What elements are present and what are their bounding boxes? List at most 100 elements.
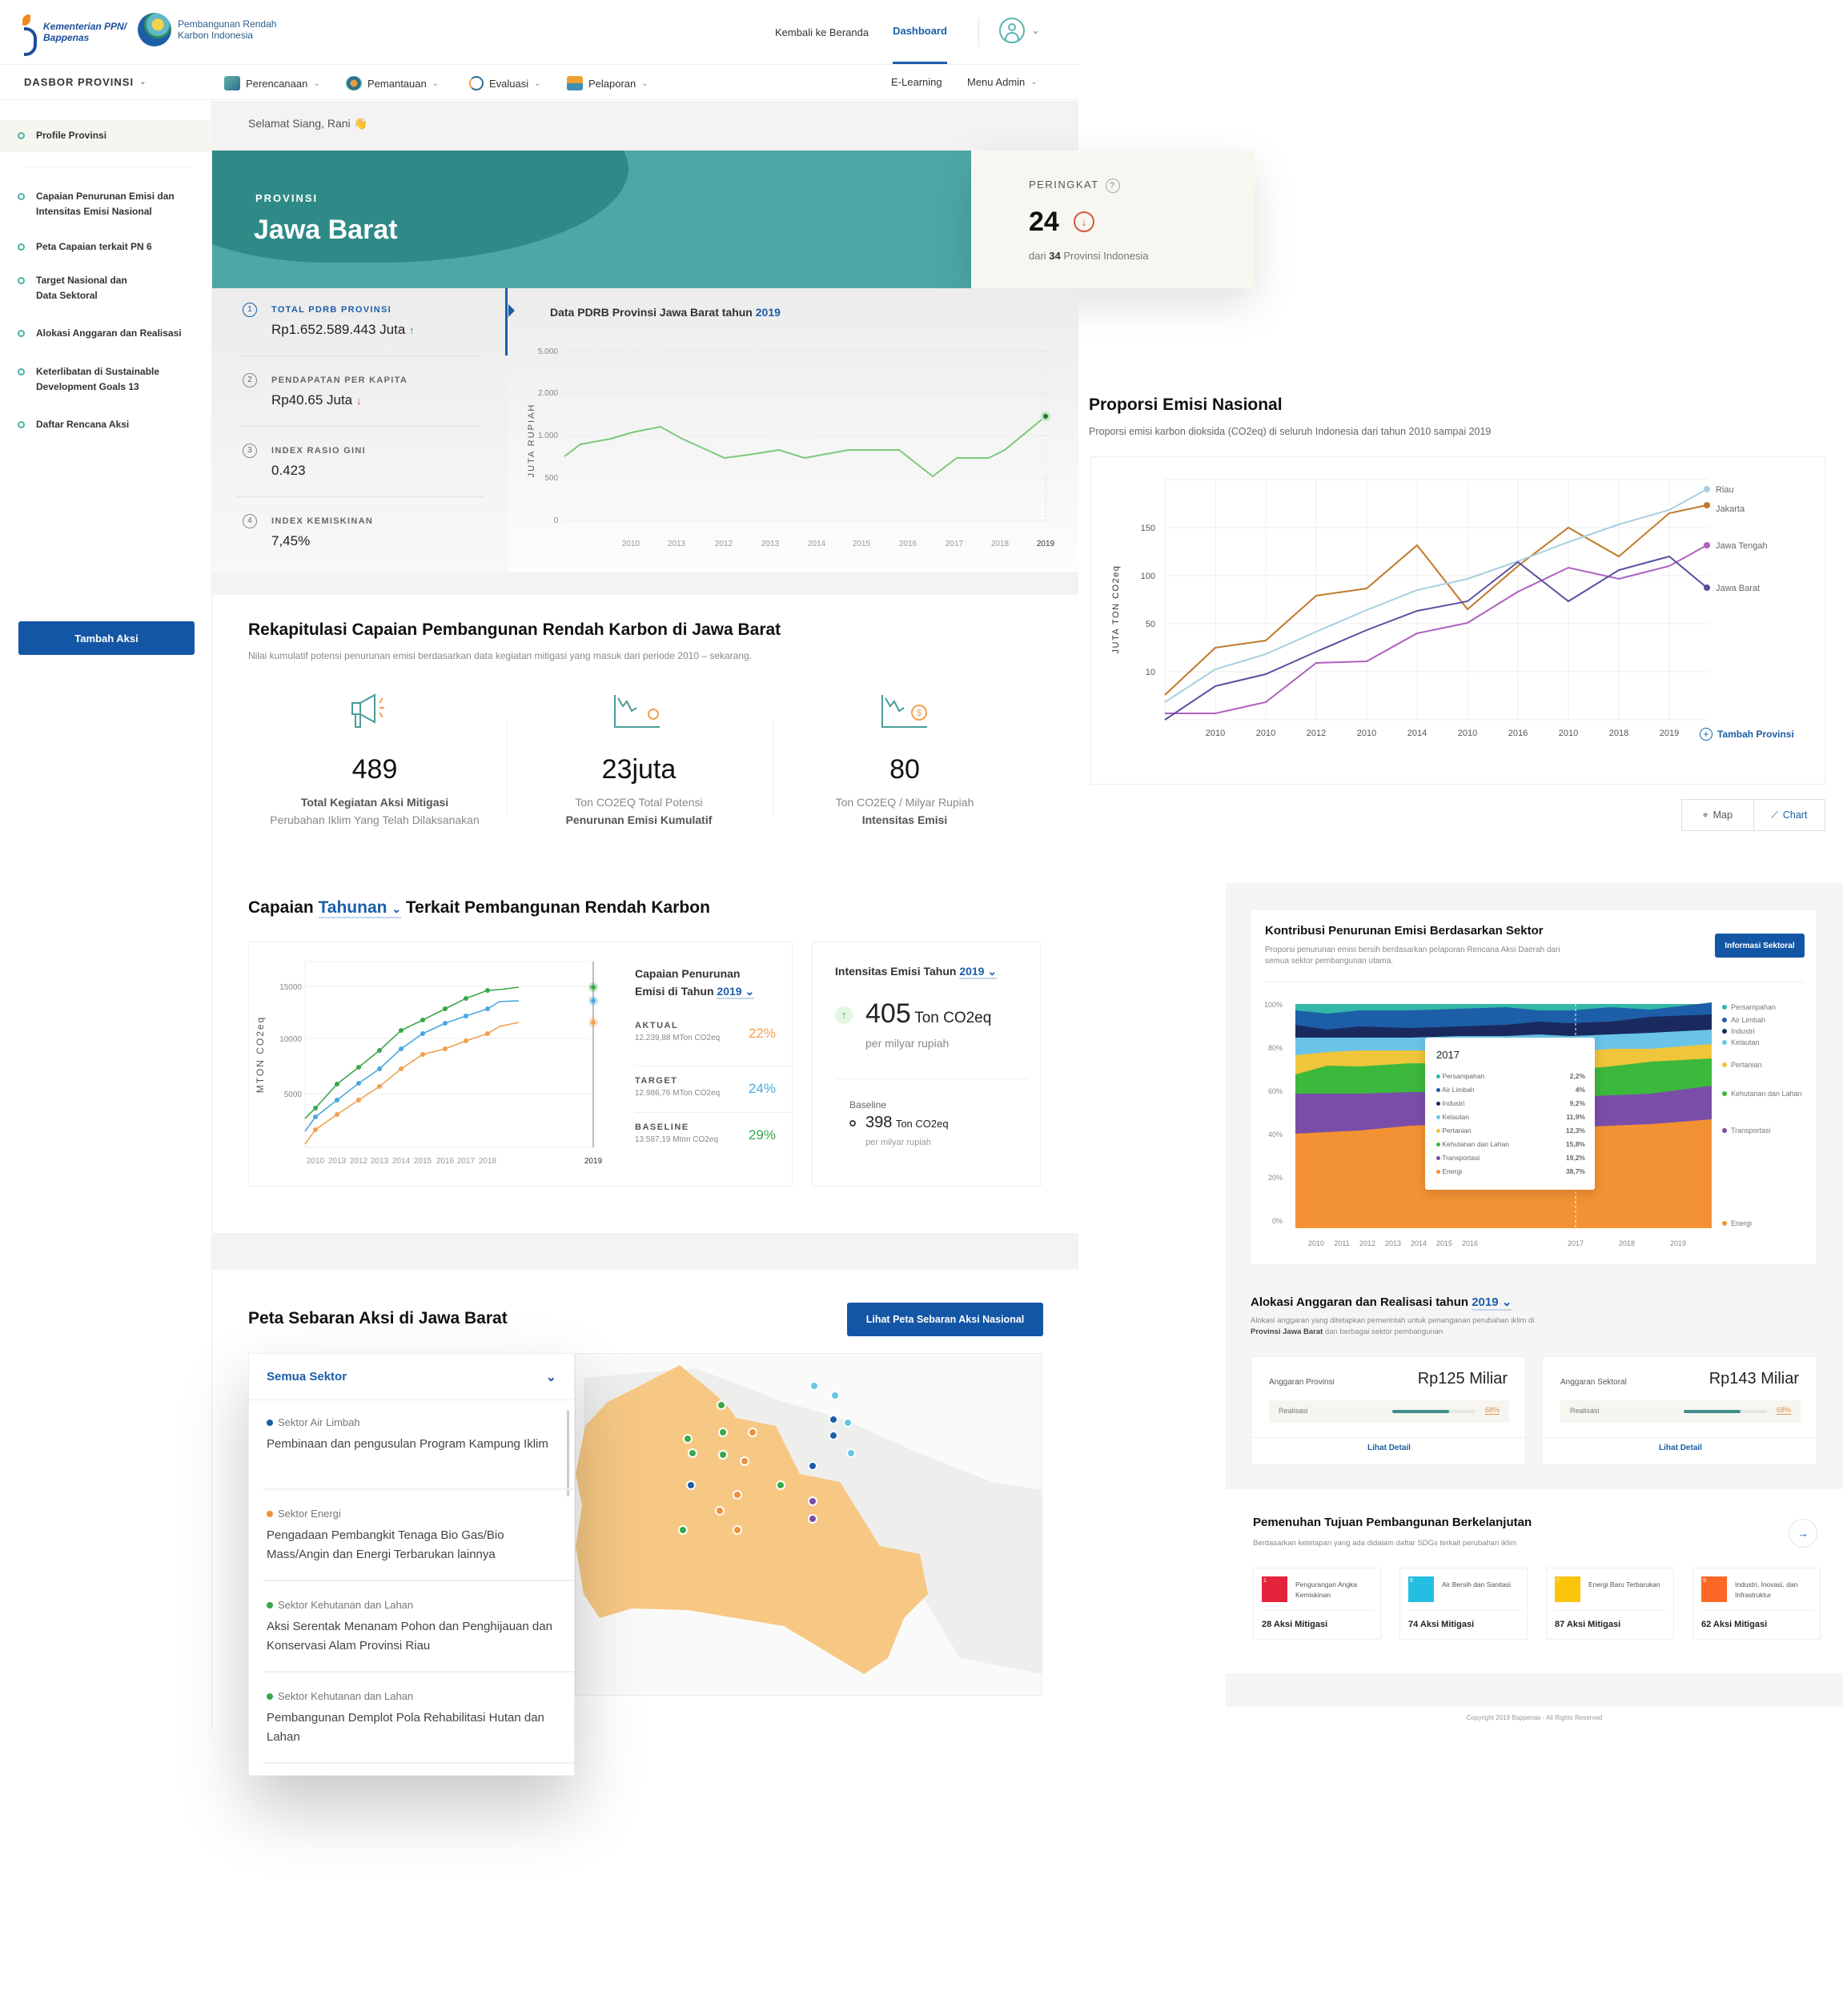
main-nav: DASBOR PROVINSI ⌄ Perencanaan ⌄ Pemantauan…: [0, 64, 1078, 100]
svg-text:Transportasi: Transportasi: [1731, 1126, 1771, 1135]
year-dropdown[interactable]: 2019 ⌄: [717, 985, 755, 999]
svg-text:Energi: Energi: [1731, 1219, 1752, 1227]
svg-text:2.000: 2.000: [538, 389, 558, 398]
nav-pelaporan[interactable]: Pelaporan ⌄: [567, 76, 648, 90]
arrow-right-icon: →: [1797, 1527, 1809, 1540]
list-item[interactable]: Sektor Energi Pengadaan Pembangkit Tenag…: [267, 1508, 504, 1561]
prk-logo[interactable]: Pembangunan Rendah Karbon Indonesia: [138, 13, 282, 46]
svg-text:JUTA RUPIAH: JUTA RUPIAH: [527, 404, 536, 478]
nav-elearning[interactable]: E-Learning: [891, 76, 942, 88]
dasbor-provinsi-menu[interactable]: DASBOR PROVINSI ⌄: [24, 76, 147, 88]
user-menu-chevron-icon[interactable]: ⌄: [1031, 24, 1040, 36]
sidebar-item-profile-provinsi[interactable]: Profile Provinsi: [0, 120, 212, 152]
arrow-down-icon: ↓: [1074, 211, 1094, 232]
anggaran-provinsi-card: Anggaran Provinsi Rp125 Miliar Realisasi…: [1251, 1356, 1527, 1465]
bappenas-logo[interactable]: Kementerian PPN/ Bappenas: [21, 14, 131, 56]
map-view-button[interactable]: ⌖ Map: [1702, 809, 1733, 821]
user-circle-icon[interactable]: [999, 18, 1025, 43]
informasi-sektoral-button[interactable]: Informasi Sektoral: [1715, 934, 1805, 958]
svg-text:40%: 40%: [1268, 1130, 1283, 1139]
realisasi-bar: Realisasi 68%: [1560, 1400, 1801, 1423]
svg-text:2016: 2016: [899, 540, 917, 548]
svg-text:2017: 2017: [457, 1157, 476, 1166]
sdg-card[interactable]: 9 Industri, Inovasi, dan Infrastruktur 6…: [1692, 1568, 1821, 1640]
alokasi-title: Alokasi Anggaran dan Realisasi tahun 201…: [1251, 1295, 1512, 1311]
svg-text:Kehutanan dan Lahan: Kehutanan dan Lahan: [1731, 1090, 1802, 1098]
sidebar-item-capaian[interactable]: Capaian Penurunan Emisi dan Intensitas E…: [18, 189, 194, 219]
province-name: Jawa Barat: [254, 215, 398, 245]
svg-text:$: $: [917, 709, 922, 718]
circle-bullet-icon: [18, 132, 25, 139]
svg-text:2010: 2010: [1357, 729, 1376, 738]
sector-filter-dropdown[interactable]: Semua Sektor ⌄: [249, 1354, 574, 1400]
back-home-link[interactable]: Kembali ke Beranda: [775, 26, 869, 38]
chart-view-button[interactable]: ⟋ Chart: [1753, 800, 1825, 830]
svg-text:Jawa Tengah: Jawa Tengah: [1716, 541, 1768, 551]
arrow-right-button[interactable]: →: [1789, 1519, 1817, 1548]
sdg-card[interactable]: 6 Air Bersih dan Sanitasi 74 Aksi Mitiga…: [1399, 1568, 1528, 1640]
sdg-title: Pemenuhan Tujuan Pembangunan Berkelanjut…: [1253, 1516, 1532, 1529]
alokasi-subtitle: Alokasi anggaran yang ditetapkan pemerin…: [1251, 1316, 1535, 1336]
svg-text:2019: 2019: [1037, 540, 1055, 548]
sidebar-item-target-nasional[interactable]: Target Nasional dan Data Sektoral: [18, 273, 138, 303]
peta-title: Peta Sebaran Aksi di Jawa Barat: [248, 1309, 508, 1327]
list-item[interactable]: Sektor Air Limbah Pembinaan dan pengusul…: [267, 1416, 548, 1451]
proporsi-subtitle: Proporsi emisi karbon dioksida (CO2eq) d…: [1089, 426, 1492, 437]
province-stats: 1 TOTAL PDRB PROVINSI Rp1.652.589.443 Jut…: [212, 288, 508, 572]
nav-evaluasi[interactable]: Evaluasi ⌄: [469, 76, 541, 90]
svg-text:10000: 10000: [279, 1035, 302, 1044]
svg-text:2012: 2012: [715, 540, 733, 548]
lihat-detail-link[interactable]: Lihat Detail: [1367, 1444, 1411, 1452]
svg-text:150: 150: [1141, 524, 1155, 533]
dashboard-link[interactable]: Dashboard: [893, 0, 947, 64]
sdg-card[interactable]: 7 Energi Baru Terbarukan 87 Aksi Mitigas…: [1546, 1568, 1674, 1640]
period-dropdown[interactable]: Tahunan ⌄: [318, 898, 402, 918]
tambah-provinsi-button[interactable]: + Tambah Provinsi: [1700, 728, 1794, 741]
sidebar-item-sdg[interactable]: Keterlibatan di Sustainable Development …: [18, 364, 178, 395]
svg-text:15000: 15000: [279, 983, 302, 992]
circle-bullet-icon: [18, 243, 25, 251]
sdg-7-icon: 7: [1555, 1576, 1580, 1602]
intensity-year-dropdown[interactable]: 2019 ⌄: [959, 965, 998, 979]
help-icon[interactable]: ?: [1105, 179, 1120, 193]
footer-copyright: Copyright 2019 Bappenas - All Rights Res…: [1226, 1707, 1843, 1729]
svg-text:2014: 2014: [1407, 729, 1427, 738]
plus-icon: +: [1700, 728, 1713, 741]
top-header: Kementerian PPN/ Bappenas Pembangunan Re…: [0, 0, 1078, 64]
list-item[interactable]: Sektor Kehutanan dan Lahan Pembangunan D…: [267, 1690, 544, 1744]
pdrb-line-chart: 5.000 2.000 1.000 500 0 JUTA RUPIAH 2010…: [508, 304, 1055, 548]
nav-perencanaan[interactable]: Perencanaan ⌄: [224, 76, 320, 90]
chevron-down-icon: ⌄: [534, 78, 541, 88]
kpi-total-kegiatan: 489 Total Kegiatan Aksi Mitigasi Perubaha…: [270, 754, 480, 826]
tambah-aksi-button[interactable]: Tambah Aksi: [18, 621, 195, 655]
svg-text:2016: 2016: [1508, 729, 1528, 738]
list-item[interactable]: Sektor Kehutanan dan Lahan Aksi Serentak…: [267, 1599, 552, 1653]
sdg-9-icon: 9: [1701, 1576, 1727, 1602]
svg-text:2010: 2010: [307, 1157, 325, 1166]
target-row: TARGET 12.986,76 MTon CO2eq 24%: [635, 1066, 792, 1098]
rank-value: 24: [1029, 207, 1059, 237]
sector-action-list: Semua Sektor ⌄ Sektor Air Limbah Pembinaa…: [248, 1353, 575, 1776]
svg-text:Pertanian: Pertanian: [1731, 1061, 1762, 1069]
sidebar-item-peta-capaian[interactable]: Peta Capaian terkait PN 6: [18, 239, 194, 255]
nav-menu-admin[interactable]: Menu Admin ⌄: [967, 76, 1038, 88]
chevron-down-icon: ⌄: [391, 902, 402, 915]
svg-text:2013: 2013: [1385, 1239, 1401, 1247]
proporsi-chart-card: 150 100 50 10 JUTA TON CO2eq Riau Jakarta Jaw…: [1090, 456, 1825, 785]
lihat-detail-link[interactable]: Lihat Detail: [1659, 1444, 1702, 1452]
svg-text:2012: 2012: [350, 1157, 368, 1166]
sdg-card[interactable]: 1 Pengurangan Angka Kemiskinan 28 Aksi M…: [1253, 1568, 1381, 1640]
jawa-barat-map: [576, 1354, 1042, 1695]
nav-pemantauan[interactable]: Pemantauan ⌄: [346, 76, 439, 90]
list-scrollbar[interactable]: [567, 1410, 569, 1496]
prk-logo-icon: [138, 13, 171, 46]
sidebar-item-rencana-aksi[interactable]: Daftar Rencana Aksi: [18, 417, 194, 432]
alokasi-year-dropdown[interactable]: 2019 ⌄: [1472, 1295, 1512, 1311]
svg-text:Air Limbah: Air Limbah: [1731, 1016, 1765, 1024]
chevron-down-icon: ⌄: [1030, 78, 1038, 86]
svg-text:2015: 2015: [853, 540, 871, 548]
lihat-peta-nasional-button[interactable]: Lihat Peta Sebaran Aksi Nasional: [847, 1303, 1043, 1336]
svg-text:2014: 2014: [1411, 1239, 1427, 1247]
sebaran-map[interactable]: [575, 1353, 1042, 1696]
sidebar-item-alokasi[interactable]: Alokasi Anggaran dan Realisasi: [18, 326, 194, 341]
